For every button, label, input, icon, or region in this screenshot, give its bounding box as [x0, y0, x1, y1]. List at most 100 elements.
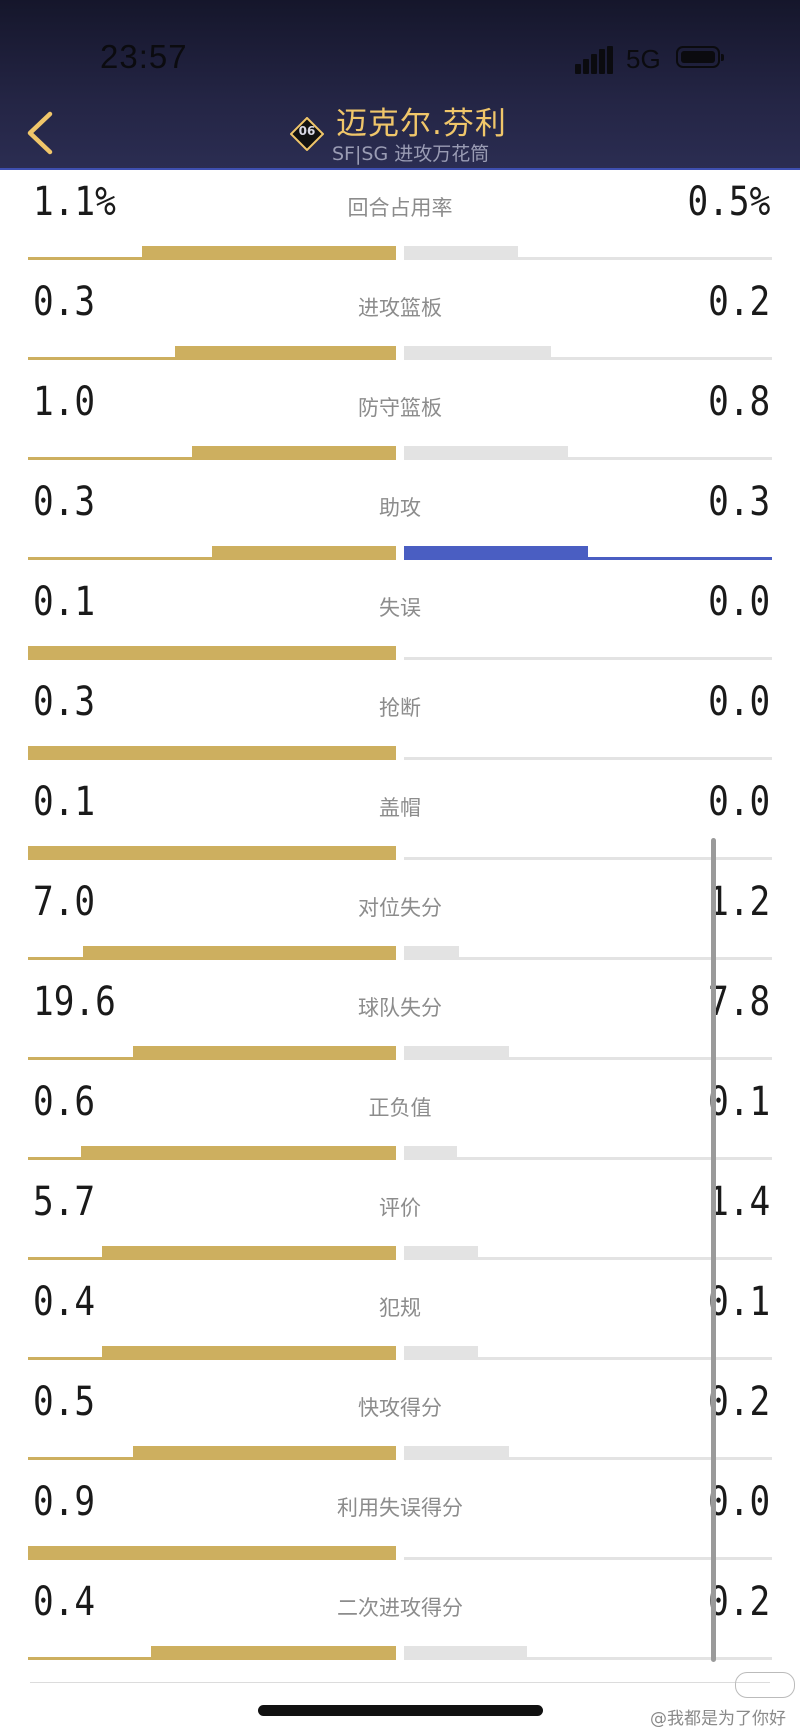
stat-label: 进攻篮板: [358, 296, 442, 320]
right-value: 0.0: [707, 779, 770, 825]
top-header: 23:57 5G 06 迈克尔.芬利 SF|SG 进攻万花筒: [0, 0, 800, 170]
left-bar-fill: [102, 1346, 396, 1360]
player-name: 迈克尔.芬利: [336, 106, 507, 142]
right-bar-track: [404, 1157, 772, 1160]
right-value: 7.8: [707, 979, 770, 1025]
stats-comparison-list[interactable]: 1.1% 回合占用率 0.5% 0.3 进攻篮板 0.2 1.0 防守篮板 0.8 0.3 助攻 0.…: [0, 170, 800, 1670]
scrollbar[interactable]: [711, 838, 716, 1662]
left-bar-fill: [175, 346, 396, 360]
home-indicator[interactable]: [258, 1705, 543, 1716]
stat-label: 助攻: [379, 496, 421, 520]
right-bar-track: [404, 757, 772, 760]
right-value: 0.1: [707, 1079, 770, 1125]
right-bar-fill: [404, 346, 551, 360]
left-value: 7.0: [33, 879, 96, 925]
battery-icon: [676, 46, 724, 68]
left-bar-fill: [28, 1546, 396, 1560]
stat-label: 对位失分: [358, 896, 442, 920]
left-value: 19.6: [33, 979, 116, 1025]
right-bar-track: [404, 1057, 772, 1060]
right-bar-fill: [404, 546, 588, 560]
header-underline: [0, 168, 800, 170]
left-value: 0.6: [33, 1079, 96, 1125]
left-value: 1.1%: [33, 179, 116, 225]
jersey-number: 06: [298, 124, 316, 138]
back-arrow-icon[interactable]: [22, 108, 62, 158]
right-bar-track: [404, 957, 772, 960]
stat-label: 犯规: [379, 1296, 421, 1320]
right-bar-fill: [404, 1346, 478, 1360]
left-value: 0.4: [33, 1279, 96, 1325]
left-value: 0.3: [33, 679, 96, 725]
right-bar-fill: [404, 1246, 478, 1260]
stat-label: 抢断: [379, 696, 421, 720]
stat-row: 0.5 快攻得分 0.2: [0, 1370, 800, 1470]
right-bar-track: [404, 1557, 772, 1560]
stat-row: 1.0 防守篮板 0.8: [0, 370, 800, 470]
right-bar-track: [404, 257, 772, 260]
right-value: 0.5%: [687, 179, 770, 225]
stat-row: 0.4 犯规 0.1: [0, 1270, 800, 1370]
network-type: 5G: [626, 44, 661, 74]
left-bar-fill: [192, 446, 396, 460]
stat-label: 正负值: [368, 1096, 432, 1120]
right-bar-track: [404, 457, 772, 460]
player-subtitle: SF|SG 进攻万花筒: [332, 143, 490, 165]
stat-label: 防守篮板: [358, 396, 442, 420]
bottom-divider: [30, 1682, 770, 1683]
stat-row: 1.1% 回合占用率 0.5%: [0, 170, 800, 270]
stat-label: 盖帽: [379, 796, 421, 820]
left-bar-fill: [28, 846, 396, 860]
right-value: 0.0: [707, 1479, 770, 1525]
status-time: 23:57: [100, 38, 188, 75]
right-value: 0.1: [707, 1279, 770, 1325]
right-bar-fill: [404, 1046, 509, 1060]
right-value: 1.4: [707, 1179, 770, 1225]
left-bar-fill: [102, 1246, 396, 1260]
right-bar-track: [404, 1657, 772, 1660]
right-bar-track: [404, 857, 772, 860]
left-value: 0.1: [33, 779, 96, 825]
stat-row: 0.4 二次进攻得分 0.2: [0, 1570, 800, 1670]
left-value: 0.4: [33, 1579, 96, 1625]
stat-row: 7.0 对位失分 1.2: [0, 870, 800, 970]
right-bar-fill: [404, 1646, 527, 1660]
left-bar-fill: [133, 1046, 396, 1060]
stat-row: 0.9 利用失误得分 0.0: [0, 1470, 800, 1570]
stat-row: 5.7 评价 1.4: [0, 1170, 800, 1270]
stat-label: 失误: [379, 596, 421, 620]
left-value: 0.3: [33, 479, 96, 525]
stat-row: 19.6 球队失分 7.8: [0, 970, 800, 1070]
stat-label: 回合占用率: [347, 196, 453, 220]
stat-row: 0.3 抢断 0.0: [0, 670, 800, 770]
stat-row: 0.6 正负值 0.1: [0, 1070, 800, 1170]
left-value: 5.7: [33, 1179, 96, 1225]
left-value: 0.3: [33, 279, 96, 325]
watermark-logo: [735, 1672, 795, 1698]
cellular-signal-icon: [575, 46, 613, 74]
left-value: 1.0: [33, 379, 96, 425]
right-bar-track: [404, 357, 772, 360]
left-bar-fill: [151, 1646, 396, 1660]
right-value: 0.8: [707, 379, 770, 425]
right-bar-fill: [404, 1446, 509, 1460]
stat-label: 利用失误得分: [337, 1496, 463, 1520]
stat-label: 球队失分: [358, 996, 442, 1020]
right-value: 0.2: [707, 279, 770, 325]
right-bar-fill: [404, 446, 568, 460]
right-bar-track: [404, 557, 772, 560]
left-bar-fill: [81, 1146, 396, 1160]
right-bar-track: [404, 1457, 772, 1460]
left-bar-fill: [212, 546, 396, 560]
stat-label: 快攻得分: [358, 1396, 442, 1420]
right-value: 0.2: [707, 1579, 770, 1625]
right-bar-fill: [404, 246, 518, 260]
right-bar-track: [404, 1357, 772, 1360]
right-value: 0.0: [707, 679, 770, 725]
stat-row: 0.1 盖帽 0.0: [0, 770, 800, 870]
left-bar-fill: [28, 746, 396, 760]
right-bar-track: [404, 657, 772, 660]
stat-row: 0.3 进攻篮板 0.2: [0, 270, 800, 370]
watermark-text: @我都是为了你好: [650, 1709, 786, 1729]
right-value: 0.3: [707, 479, 770, 525]
